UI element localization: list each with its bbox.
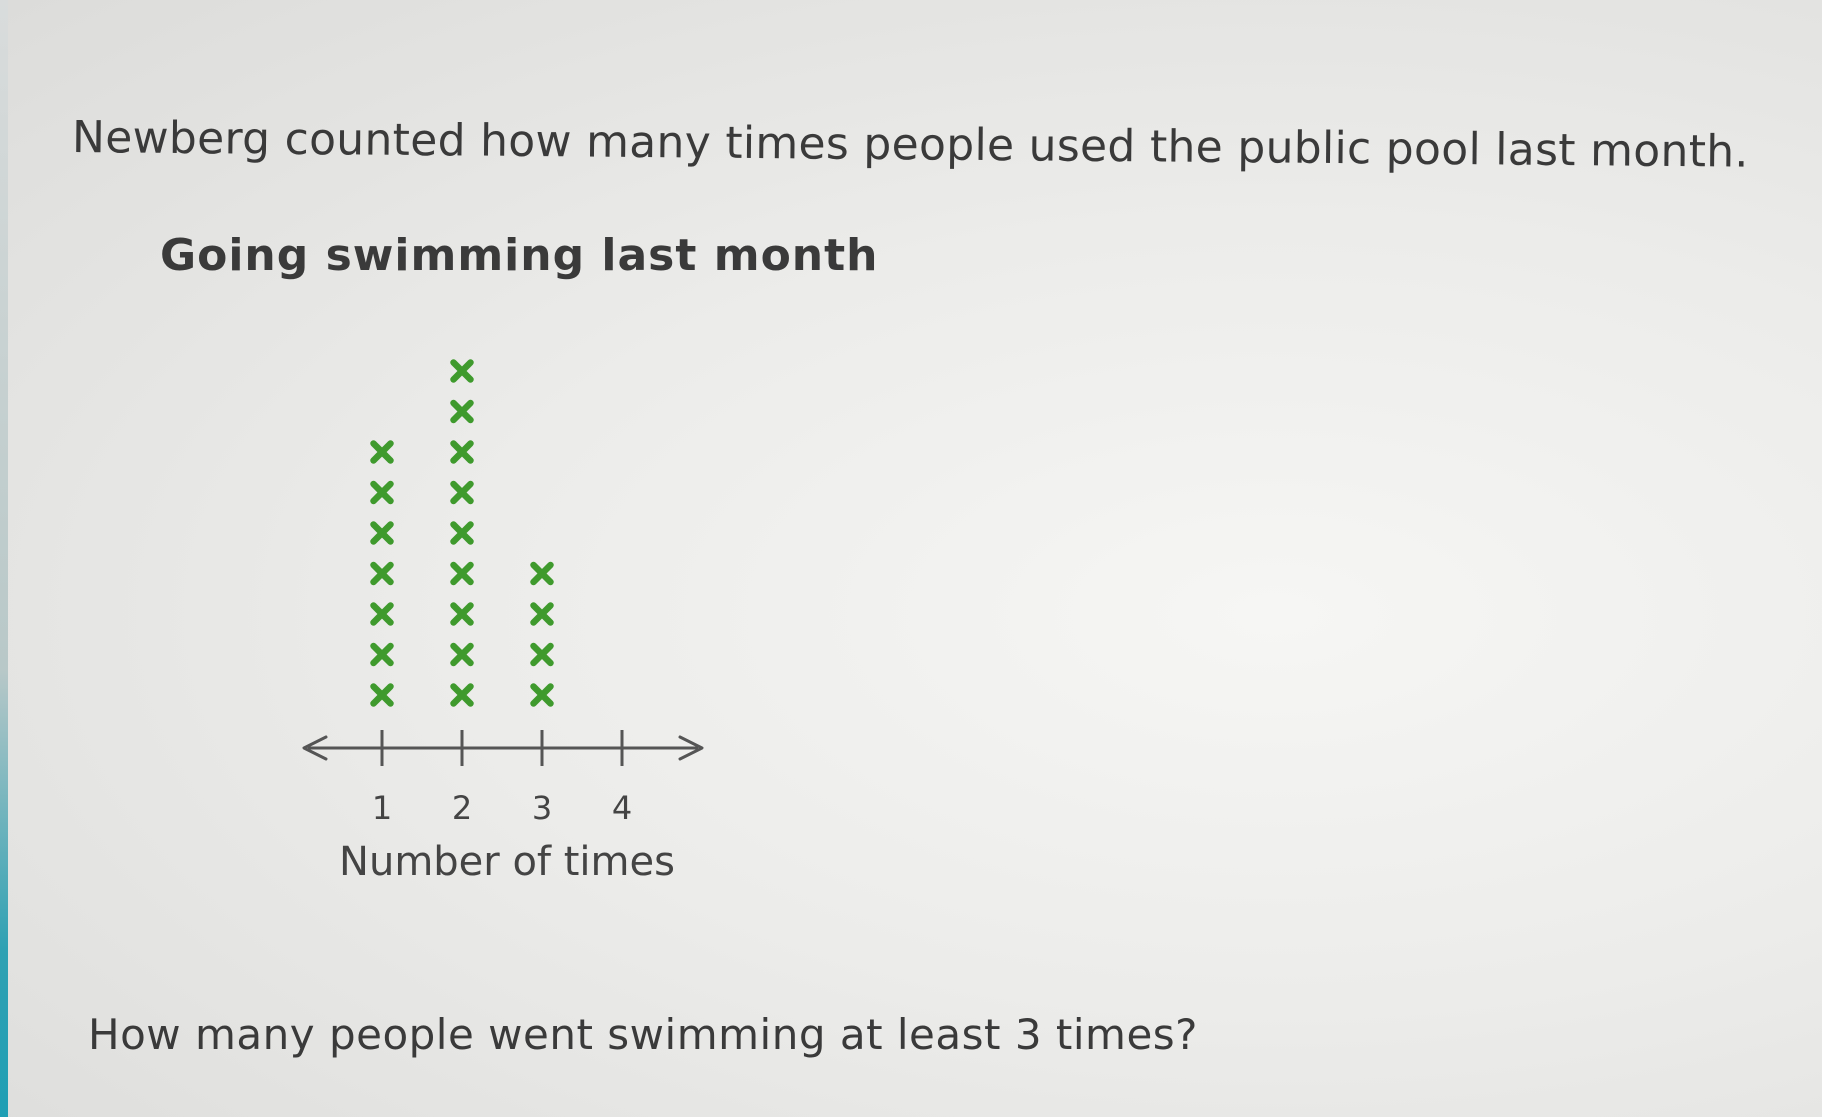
tick-label-2: 2 [452, 789, 472, 827]
dot-plot-marks [370, 359, 554, 707]
question-text: How many people went swimming at least 3… [88, 1010, 1198, 1059]
screen-edge-strip [0, 0, 8, 1117]
tick-label-4: 4 [612, 789, 632, 827]
question-intro-text: Newberg counted how many times people us… [71, 112, 1749, 178]
number-line-ticks: 1 2 3 4 [372, 730, 632, 827]
x-mark-2-2 [450, 642, 474, 667]
x-mark-1-2 [370, 642, 394, 667]
x-mark-2-5 [450, 521, 474, 545]
x-mark-1-6 [370, 480, 394, 505]
tick-label-1: 1 [372, 789, 392, 827]
x-mark-1-5 [370, 521, 394, 545]
chart-title: Going swimming last month [160, 230, 879, 281]
x-mark-3-2 [530, 642, 554, 667]
x-axis-title: Number of times [339, 839, 675, 885]
x-mark-1-4 [370, 561, 394, 586]
x-mark-2-3 [450, 602, 474, 626]
tick-label-3: 3 [532, 789, 552, 827]
x-mark-1-1 [370, 683, 394, 707]
x-mark-2-7 [450, 440, 474, 464]
dot-plot: 1 2 3 4 Number of times [302, 359, 704, 885]
x-mark-1-3 [370, 602, 394, 626]
number-line-right-arrow [678, 735, 704, 761]
x-mark-2-9 [450, 359, 474, 383]
x-mark-3-3 [530, 602, 554, 626]
number-line-left-arrow [302, 735, 328, 761]
x-mark-2-6 [450, 480, 474, 505]
x-mark-3-4 [530, 561, 554, 586]
x-mark-2-8 [450, 399, 474, 424]
x-mark-1-7 [370, 440, 394, 464]
x-mark-3-1 [530, 683, 554, 707]
x-mark-2-4 [450, 561, 474, 586]
x-mark-2-1 [450, 683, 474, 707]
